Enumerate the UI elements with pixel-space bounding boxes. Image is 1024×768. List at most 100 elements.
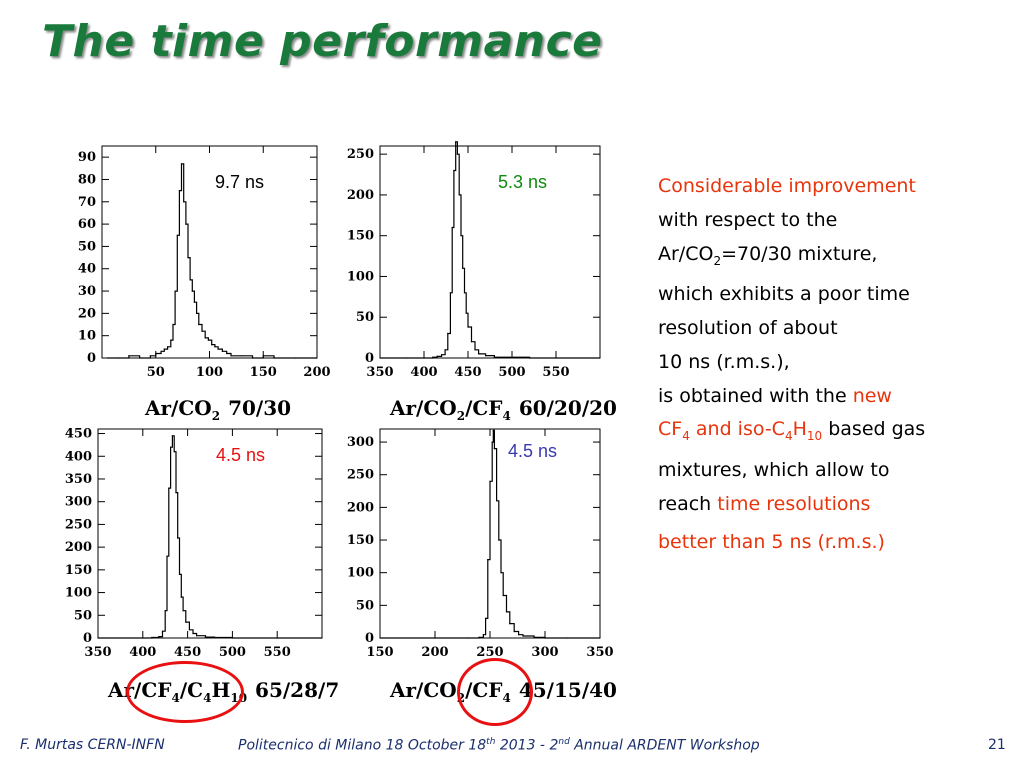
- histogram-bin: [262, 355, 264, 357]
- histogram-bin: [498, 539, 500, 541]
- body-line-5: resolution of about: [658, 316, 838, 339]
- x-tick-label: 150: [250, 365, 277, 380]
- histogram-bin: [555, 357, 557, 359]
- body-line-7: is obtained with the new: [658, 384, 892, 407]
- histogram-bin: [513, 630, 515, 633]
- y-tick-label: 60: [78, 217, 96, 232]
- histogram-bin: [196, 635, 198, 637]
- body-line-6: 10 ns (r.m.s.),: [658, 350, 790, 373]
- x-tick-label: 500: [498, 365, 525, 380]
- histogram-bin: [405, 357, 407, 359]
- histogram-bin: [455, 141, 457, 143]
- histogram-bin: [482, 634, 484, 636]
- histogram-bin: [493, 356, 495, 358]
- histogram-bin: [273, 357, 275, 359]
- rms-annotation-2: 5.3 ns: [498, 172, 548, 192]
- histogram-bin: [198, 323, 200, 326]
- histogram-bin: [175, 492, 177, 494]
- histogram-bin: [117, 357, 119, 359]
- histogram-bin: [192, 632, 194, 635]
- histogram-bin: [500, 572, 502, 574]
- histogram-bin: [511, 356, 513, 358]
- x-tick-label: 450: [174, 645, 201, 660]
- rms-annotation-4: 4.5 ns: [508, 441, 558, 461]
- histogram-bin: [176, 234, 178, 236]
- rms-annotation-3: 4.5 ns: [216, 445, 266, 465]
- y-tick-label: 200: [347, 500, 374, 515]
- body-line-3: Ar/CO2=70/30 mixture,: [658, 242, 878, 268]
- y-tick-label: 250: [65, 517, 92, 532]
- histogram-bin: [182, 610, 184, 612]
- histogram-4-svg: 0 50 100 150 200 250 300 150 200 250 300 350: [347, 428, 614, 660]
- histogram-bin: [214, 346, 216, 348]
- histogram-bin: [193, 301, 195, 303]
- y-tick-label: 150: [65, 563, 92, 578]
- histogram-panel-2: 0 50 100 150 200 250 350 400 450 500 550: [330, 140, 620, 390]
- plot-frame: [101, 145, 318, 359]
- body-line-9: mixtures, which allow to: [658, 458, 890, 481]
- footer-venue: Politecnico di Milano 18 October 18th 20…: [238, 737, 760, 754]
- y-tick-label: 10: [78, 329, 96, 344]
- histogram-bin: [168, 487, 170, 489]
- histogram-bin: [453, 169, 455, 172]
- histogram-bin: [492, 429, 494, 431]
- y-tick-label: 250: [347, 468, 374, 483]
- y-tick-label: 70: [78, 195, 96, 210]
- histogram-bin: [487, 559, 489, 561]
- y-tick-label: 80: [78, 172, 96, 187]
- histogram-bin: [188, 629, 190, 631]
- histogram-bin: [164, 610, 166, 612]
- histogram-bin: [505, 611, 508, 613]
- x-tick-label: 350: [84, 645, 111, 660]
- histogram-bin: [207, 339, 209, 341]
- histogram-panel-4: 0 50 100 150 200 250 300 150 200 250 300 350: [330, 425, 620, 675]
- x-tick-label: 300: [531, 645, 558, 660]
- histogram-1-svg: 0 10 20 30 40 50 60 70 80 90 50 100 150 200: [78, 145, 330, 380]
- y-tick-label: 40: [78, 262, 96, 277]
- histogram-bin: [167, 346, 169, 348]
- histogram-panel-3: 0 50 100 150 200 250 300 350 400 450 350 400 450 500 5…: [60, 425, 340, 675]
- y-tick-label: 50: [78, 239, 96, 254]
- histogram-bin: [518, 634, 520, 636]
- body-line-4: which exhibits a poor time: [658, 283, 910, 306]
- histogram-bin: [509, 623, 511, 625]
- histogram-bin: [478, 636, 480, 638]
- histogram-bin: [321, 637, 323, 639]
- plot-caption-2: Ar/CO2/CF4 60/20/20: [390, 396, 617, 423]
- y-tick-label: 250: [347, 147, 374, 162]
- y-tick-label: 100: [65, 586, 92, 601]
- histogram-bin: [106, 357, 108, 359]
- slide-title: The time performance: [42, 16, 603, 67]
- histogram-2-svg: 0 50 100 150 200 250 350 400 450 500 550: [347, 141, 601, 380]
- histogram-bin: [444, 349, 446, 351]
- highlight-circle-isobutane: [126, 661, 244, 723]
- y-tick-label: 300: [347, 435, 374, 450]
- y-tick-label: 50: [356, 598, 374, 613]
- histogram-panel-1: 0 10 20 30 40 50 60 70 80 90 50 100 150 200: [60, 140, 330, 390]
- histogram-bin: [522, 635, 524, 637]
- x-tick-label: 450: [454, 365, 481, 380]
- histogram-bin: [529, 357, 531, 359]
- histogram-bin: [496, 500, 498, 502]
- histogram-bin: [436, 355, 438, 357]
- histogram-bin: [379, 637, 381, 639]
- histogram-series: [107, 163, 317, 359]
- body-line-11: better than 5 ns (r.m.s.): [658, 530, 885, 553]
- x-tick-label: 500: [219, 645, 246, 660]
- histogram-bin: [241, 355, 243, 357]
- y-tick-label: 0: [365, 631, 374, 646]
- page-number: 21: [988, 737, 1006, 753]
- histogram-bin: [171, 435, 173, 437]
- histogram-series: [380, 429, 600, 639]
- histogram-bin: [217, 348, 219, 350]
- y-tick-label: 450: [65, 427, 92, 442]
- histogram-bin: [458, 194, 460, 196]
- histogram-bin: [213, 636, 216, 639]
- histogram-bin: [191, 290, 193, 292]
- body-line-2: with respect to the: [658, 208, 838, 231]
- highlight-circle-cf4: [457, 658, 533, 726]
- histogram-bin: [489, 480, 491, 482]
- histogram-bin: [474, 349, 476, 351]
- histogram-bin: [196, 312, 198, 314]
- histogram-bin: [533, 636, 535, 638]
